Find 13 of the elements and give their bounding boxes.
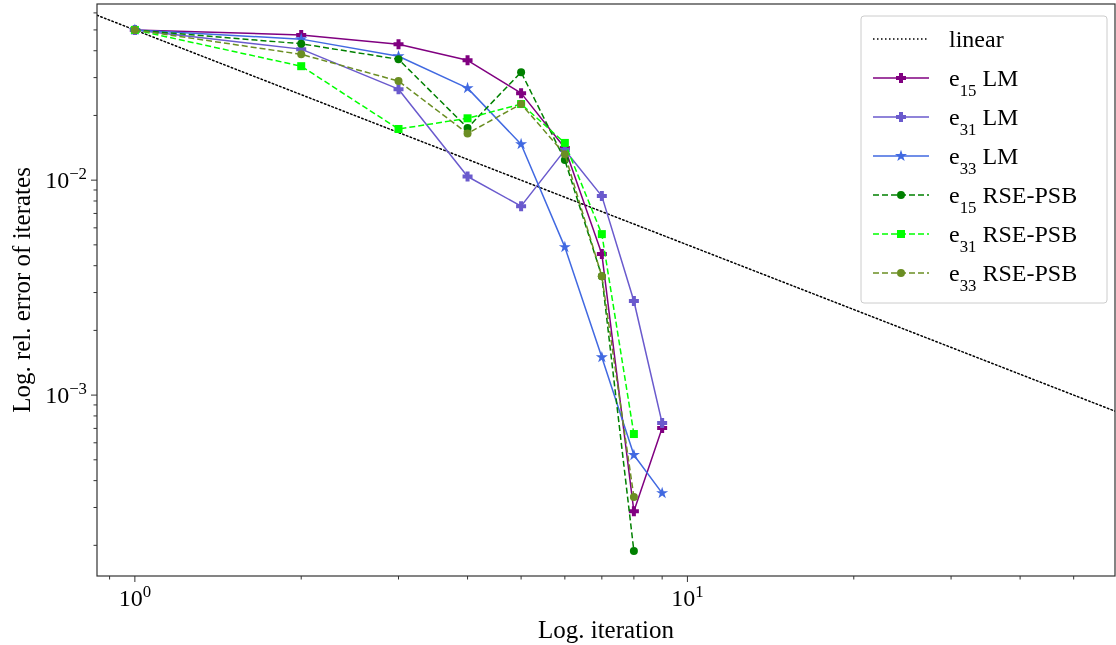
legend-label: e$_{15}$ RSE-PSB — [949, 182, 1078, 217]
y-tick-label: 10$^{−2}$ — [45, 163, 87, 194]
y-axis-title: Log. rel. error of iterates — [8, 167, 35, 413]
x-tick-label: 10$^{0}$ — [118, 581, 152, 611]
legend-label: e$_{31}$ LM — [949, 104, 1019, 139]
y-tick-label: 10$^{−3}$ — [45, 378, 87, 409]
x-tick-label: 10$^{1}$ — [671, 581, 704, 611]
legend-label: e$_{31}$ RSE-PSB — [949, 221, 1078, 256]
legend-label: e$_{15}$ LM — [949, 65, 1019, 100]
legend-label: e$_{33}$ LM — [949, 143, 1019, 178]
x-axis-title: Log. iteration — [537, 616, 675, 643]
legend-label: linear — [949, 26, 1004, 52]
legend-label: e$_{33}$ RSE-PSB — [949, 260, 1078, 295]
